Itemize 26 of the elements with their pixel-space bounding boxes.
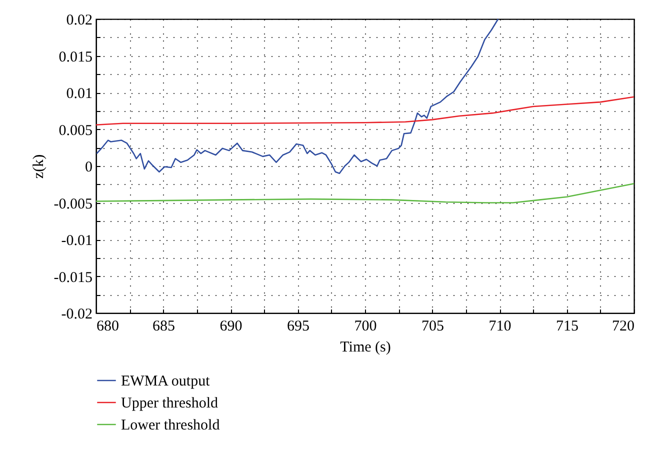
x-tick-label: 715 <box>556 318 578 334</box>
x-tick-label: 700 <box>354 318 377 334</box>
x-tick-label: 685 <box>152 318 175 334</box>
x-axis-title: Time (s) <box>340 340 391 356</box>
x-tick-label: 710 <box>488 318 512 334</box>
line-series <box>96 18 499 174</box>
x-tick-label: 690 <box>220 318 242 334</box>
y-tick-label: -0.005 <box>54 196 92 212</box>
legend-label: Lower threshold <box>121 418 220 434</box>
x-tick-label: 705 <box>422 318 444 334</box>
y-axis-title: z(k) <box>30 154 47 179</box>
x-tick-label: 680 <box>96 318 119 334</box>
x-tick-label: 695 <box>287 318 310 334</box>
x-tick-label: 720 <box>612 318 634 334</box>
line-series <box>95 182 635 204</box>
y-tick-label: -0.015 <box>54 270 92 286</box>
y-tick-label: 0.015 <box>58 49 92 66</box>
y-tick-label: 0 <box>85 160 92 176</box>
y-tick-label: -0.01 <box>61 233 92 249</box>
y-tick-label: 0.02 <box>66 12 92 28</box>
line-series <box>95 96 635 126</box>
legend-label: Upper threshold <box>121 396 219 412</box>
y-tick-label: 0.01 <box>66 86 92 102</box>
y-tick-label: -0.02 <box>61 306 92 322</box>
legend-label: EWMA output <box>121 374 211 390</box>
y-tick-label: 0.005 <box>58 122 92 139</box>
